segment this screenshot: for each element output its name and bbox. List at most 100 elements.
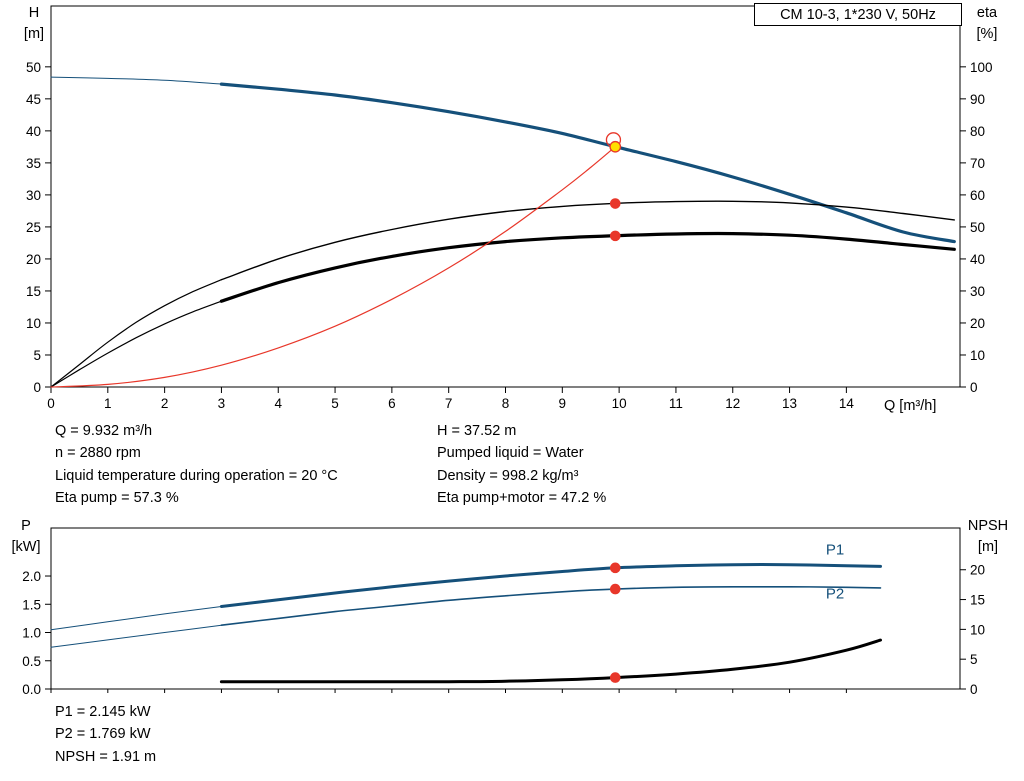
annotation-eta-pump: Eta pump = 57.3 % — [55, 490, 179, 507]
right-tick-label: 5 — [970, 652, 978, 667]
series-label-p1: P1 — [826, 542, 844, 559]
x-tick-label: 4 — [274, 396, 282, 411]
right-tick-label: 10 — [970, 622, 985, 637]
eta-pump-point — [609, 198, 621, 209]
p1-point — [609, 562, 621, 574]
right-tick-label: 100 — [970, 60, 993, 75]
power-axis-unit: [kW] — [11, 539, 41, 555]
left-tick-label: 15 — [26, 284, 41, 299]
left-tick-label: 0 — [33, 380, 41, 395]
duty-annotations-right: H = 37.52 m Pumped liquid = Water Densit… — [437, 420, 606, 510]
npsh-axis-symbol: NPSH — [967, 518, 1009, 534]
p2-point — [609, 583, 621, 595]
plot-frame — [50, 527, 961, 690]
p1-curve — [219, 563, 882, 608]
left-tick-label: 45 — [26, 92, 41, 107]
right-tick-label: 15 — [970, 593, 985, 608]
right-tick-label: 60 — [970, 188, 985, 203]
head-axis-symbol: H — [28, 5, 40, 21]
annotation-eta-pump-motor: Eta pump+motor = 47.2 % — [437, 490, 607, 507]
x-tick-label: 11 — [669, 396, 683, 411]
left-tick-label: 1.5 — [22, 597, 41, 612]
x-tick-label: 1 — [104, 396, 112, 411]
x-tick-label: 5 — [331, 396, 339, 411]
head-axis-title: H [m] — [14, 3, 54, 45]
left-tick-label: 0.5 — [22, 654, 41, 669]
left-tick-label: 1.0 — [22, 626, 41, 641]
x-tick-label: 6 — [388, 396, 396, 411]
eta-pump-motor-lowflow — [50, 300, 222, 388]
x-tick-label: 7 — [445, 396, 453, 411]
right-tick-label: 70 — [970, 156, 985, 171]
eta-axis-unit: [%] — [976, 26, 998, 42]
left-tick-label: 25 — [26, 220, 41, 235]
annotation-speed: n = 2880 rpm — [55, 445, 141, 462]
left-tick-label: 40 — [26, 124, 41, 139]
left-tick-label: 35 — [26, 156, 41, 171]
pump-model-box: CM 10-3, 1*230 V, 50Hz — [754, 3, 962, 26]
eta-pump-curve — [220, 200, 955, 281]
flow-axis-title: Q [m³/h] — [884, 398, 937, 414]
power-axis-symbol: P — [21, 518, 31, 534]
right-tick-label: 80 — [970, 124, 985, 139]
series-label-p2: P2 — [826, 586, 844, 603]
duty-annotations-left: Q = 9.932 m³/h n = 2880 rpm Liquid tempe… — [55, 420, 338, 510]
p2-lowflow — [50, 624, 222, 648]
npsh-axis-unit: [m] — [977, 539, 999, 555]
annotation-head: H = 37.52 m — [437, 423, 517, 439]
head-axis-unit: [m] — [23, 26, 45, 42]
eta-pump-motor-point — [609, 230, 621, 242]
annotation-npsh: NPSH = 1.91 m — [55, 748, 157, 765]
annotation-flow: Q = 9.932 m³/h — [55, 423, 153, 439]
right-tick-label: 20 — [970, 316, 985, 331]
annotation-pumped-liquid: Pumped liquid = Water — [437, 445, 584, 462]
x-tick-label: 12 — [725, 396, 740, 411]
right-tick-label: 0 — [970, 682, 978, 697]
annotation-p1: P1 = 2.145 kW — [55, 704, 151, 720]
right-tick-label: 20 — [970, 563, 985, 578]
npsh-curve — [219, 638, 882, 684]
left-tick-label: 0.0 — [22, 682, 41, 697]
left-tick-label: 50 — [26, 60, 41, 75]
x-tick-label: 13 — [782, 396, 797, 411]
duty-point — [609, 140, 622, 153]
x-tick-label: 9 — [559, 396, 567, 411]
left-tick-label: 2.0 — [22, 569, 41, 584]
left-tick-label: 5 — [33, 348, 41, 363]
right-tick-label: 30 — [970, 284, 985, 299]
eta-axis-symbol: eta — [976, 5, 998, 21]
left-tick-label: 10 — [26, 316, 41, 331]
annotation-p2: P2 = 1.769 kW — [55, 726, 151, 743]
x-tick-label: 2 — [161, 396, 169, 411]
plot-frame — [50, 5, 961, 388]
eta-pump-lowflow — [50, 279, 222, 388]
right-tick-label: 10 — [970, 348, 985, 363]
head-curve-lowflow — [50, 76, 222, 85]
head-curve — [219, 82, 956, 244]
p2-curve — [220, 585, 882, 626]
x-tick-label: 8 — [502, 396, 510, 411]
annotation-liquid-temperature: Liquid temperature during operation = 20… — [55, 467, 338, 484]
pump-model-label: CM 10-3, 1*230 V, 50Hz — [780, 6, 936, 23]
eta-axis-title: eta [%] — [962, 3, 1012, 45]
p1-lowflow — [50, 606, 222, 631]
duty-parabola — [50, 146, 616, 388]
x-tick-label: 14 — [839, 396, 855, 411]
right-tick-label: 50 — [970, 220, 985, 235]
npsh-axis-title: NPSH [m] — [956, 516, 1020, 558]
left-tick-label: 20 — [26, 252, 41, 267]
right-tick-label: 0 — [970, 380, 978, 395]
power-axis-title: P [kW] — [2, 516, 50, 558]
right-tick-label: 90 — [970, 92, 985, 107]
eta-pump-motor-curve — [219, 231, 956, 303]
left-tick-label: 30 — [26, 188, 41, 203]
npsh-point — [609, 672, 621, 683]
annotation-density: Density = 998.2 kg/m³ — [437, 467, 579, 484]
x-tick-label: 10 — [612, 396, 627, 411]
x-tick-label: 0 — [47, 396, 55, 411]
right-tick-label: 40 — [970, 252, 985, 267]
power-annotations: P1 = 2.145 kW P2 = 1.769 kW NPSH = 1.91 … — [55, 701, 156, 768]
x-tick-label: 3 — [218, 396, 226, 411]
